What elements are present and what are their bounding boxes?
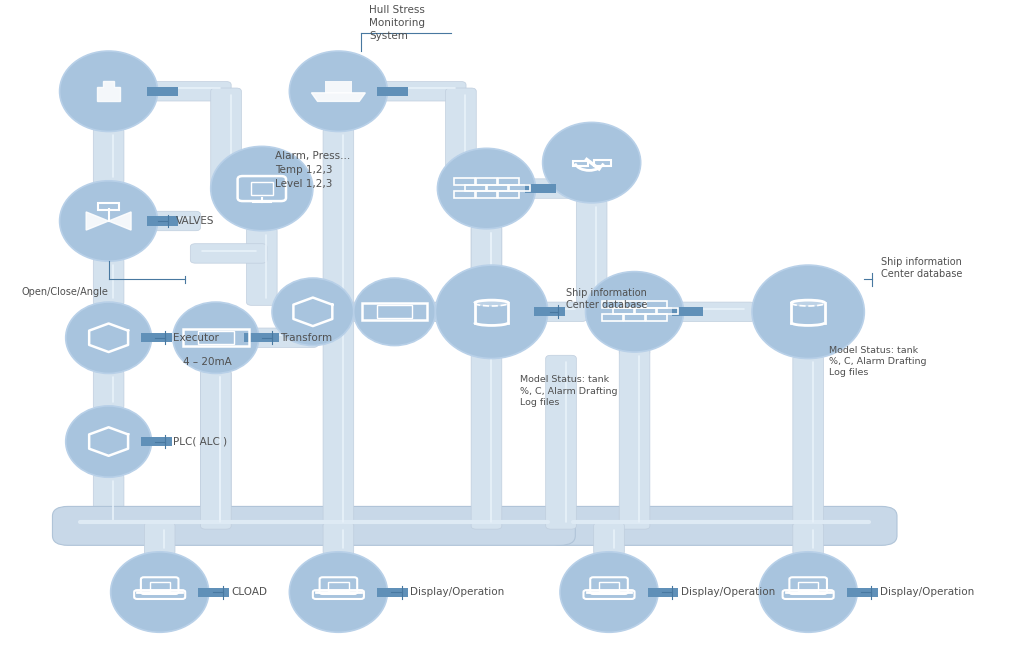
FancyBboxPatch shape — [535, 307, 565, 317]
Polygon shape — [97, 81, 120, 101]
FancyBboxPatch shape — [445, 88, 476, 192]
Text: Display/Operation: Display/Operation — [880, 587, 974, 597]
Ellipse shape — [111, 552, 209, 632]
FancyBboxPatch shape — [679, 302, 755, 321]
Text: CLOAD: CLOAD — [231, 587, 267, 597]
FancyBboxPatch shape — [324, 522, 353, 555]
Ellipse shape — [211, 147, 313, 231]
FancyBboxPatch shape — [427, 302, 440, 321]
FancyBboxPatch shape — [577, 200, 607, 306]
Text: Ship information
Center database: Ship information Center database — [881, 257, 962, 279]
Ellipse shape — [272, 278, 353, 346]
FancyBboxPatch shape — [153, 212, 201, 231]
FancyBboxPatch shape — [153, 81, 231, 101]
FancyBboxPatch shape — [250, 328, 318, 348]
FancyBboxPatch shape — [456, 179, 492, 198]
Text: 4 – 20mA: 4 – 20mA — [183, 357, 231, 367]
FancyBboxPatch shape — [325, 81, 351, 93]
FancyBboxPatch shape — [382, 81, 466, 101]
FancyBboxPatch shape — [377, 87, 408, 96]
Text: Ship information
Center database: Ship information Center database — [566, 288, 647, 309]
Ellipse shape — [173, 302, 259, 373]
FancyBboxPatch shape — [525, 184, 556, 193]
Ellipse shape — [290, 51, 387, 131]
FancyBboxPatch shape — [147, 87, 178, 96]
Text: Alarm, Press...
Temp 1,2,3
Level 1,2,3: Alarm, Press... Temp 1,2,3 Level 1,2,3 — [275, 151, 350, 189]
FancyBboxPatch shape — [546, 507, 897, 545]
Ellipse shape — [560, 552, 658, 632]
Ellipse shape — [437, 148, 536, 229]
FancyBboxPatch shape — [546, 355, 577, 529]
FancyBboxPatch shape — [620, 299, 650, 355]
FancyBboxPatch shape — [529, 179, 597, 198]
Text: Open/Close/Angle: Open/Close/Angle — [22, 287, 109, 298]
Text: Model Status: tank
%, C, Alarm Drafting
Log files: Model Status: tank %, C, Alarm Drafting … — [520, 375, 617, 407]
FancyBboxPatch shape — [221, 179, 267, 198]
Ellipse shape — [752, 265, 864, 359]
FancyBboxPatch shape — [199, 587, 229, 597]
Text: Display/Operation: Display/Operation — [410, 587, 504, 597]
FancyBboxPatch shape — [648, 587, 679, 597]
Text: Display/Operation: Display/Operation — [681, 587, 775, 597]
Ellipse shape — [435, 265, 548, 359]
FancyBboxPatch shape — [93, 128, 124, 184]
Ellipse shape — [586, 271, 684, 352]
FancyBboxPatch shape — [377, 587, 408, 597]
Ellipse shape — [543, 122, 641, 203]
Text: Transform: Transform — [281, 332, 333, 343]
Ellipse shape — [759, 552, 857, 632]
Ellipse shape — [59, 51, 158, 131]
FancyBboxPatch shape — [141, 437, 172, 446]
FancyBboxPatch shape — [471, 225, 502, 306]
FancyBboxPatch shape — [348, 302, 402, 321]
FancyBboxPatch shape — [793, 522, 823, 555]
FancyBboxPatch shape — [793, 355, 823, 529]
Ellipse shape — [353, 278, 435, 346]
FancyBboxPatch shape — [147, 216, 178, 225]
FancyBboxPatch shape — [147, 216, 178, 225]
Text: Hull Stress
Monitoring
System: Hull Stress Monitoring System — [369, 5, 425, 41]
Polygon shape — [109, 212, 131, 230]
Ellipse shape — [792, 300, 825, 306]
FancyBboxPatch shape — [353, 302, 435, 321]
FancyBboxPatch shape — [93, 258, 124, 306]
FancyBboxPatch shape — [93, 474, 124, 529]
FancyBboxPatch shape — [433, 302, 492, 321]
FancyBboxPatch shape — [249, 333, 280, 342]
FancyBboxPatch shape — [201, 370, 231, 529]
Polygon shape — [311, 93, 366, 101]
FancyBboxPatch shape — [433, 302, 497, 321]
Ellipse shape — [66, 302, 152, 373]
FancyBboxPatch shape — [324, 128, 353, 529]
FancyBboxPatch shape — [620, 349, 650, 529]
FancyBboxPatch shape — [525, 184, 556, 193]
FancyBboxPatch shape — [93, 370, 124, 409]
FancyBboxPatch shape — [594, 522, 625, 555]
FancyBboxPatch shape — [847, 587, 878, 597]
FancyBboxPatch shape — [540, 302, 587, 321]
FancyBboxPatch shape — [377, 87, 408, 96]
FancyBboxPatch shape — [190, 244, 267, 263]
FancyBboxPatch shape — [535, 307, 565, 317]
FancyBboxPatch shape — [144, 522, 175, 555]
Text: PLC( ALC ): PLC( ALC ) — [173, 436, 227, 447]
FancyBboxPatch shape — [673, 307, 702, 317]
Text: Executor: Executor — [173, 332, 219, 343]
FancyBboxPatch shape — [141, 333, 172, 342]
FancyBboxPatch shape — [673, 307, 702, 317]
Ellipse shape — [290, 552, 387, 632]
FancyBboxPatch shape — [245, 333, 275, 342]
Text: VALVES: VALVES — [176, 216, 214, 226]
Ellipse shape — [475, 300, 509, 306]
FancyBboxPatch shape — [52, 507, 575, 545]
FancyBboxPatch shape — [471, 225, 502, 529]
FancyBboxPatch shape — [201, 370, 231, 529]
FancyBboxPatch shape — [211, 88, 242, 192]
FancyBboxPatch shape — [247, 227, 278, 306]
Text: Model Status: tank
%, C, Alarm Drafting
Log files: Model Status: tank %, C, Alarm Drafting … — [828, 346, 926, 378]
Polygon shape — [86, 212, 109, 230]
Ellipse shape — [66, 406, 152, 477]
Ellipse shape — [59, 181, 158, 261]
